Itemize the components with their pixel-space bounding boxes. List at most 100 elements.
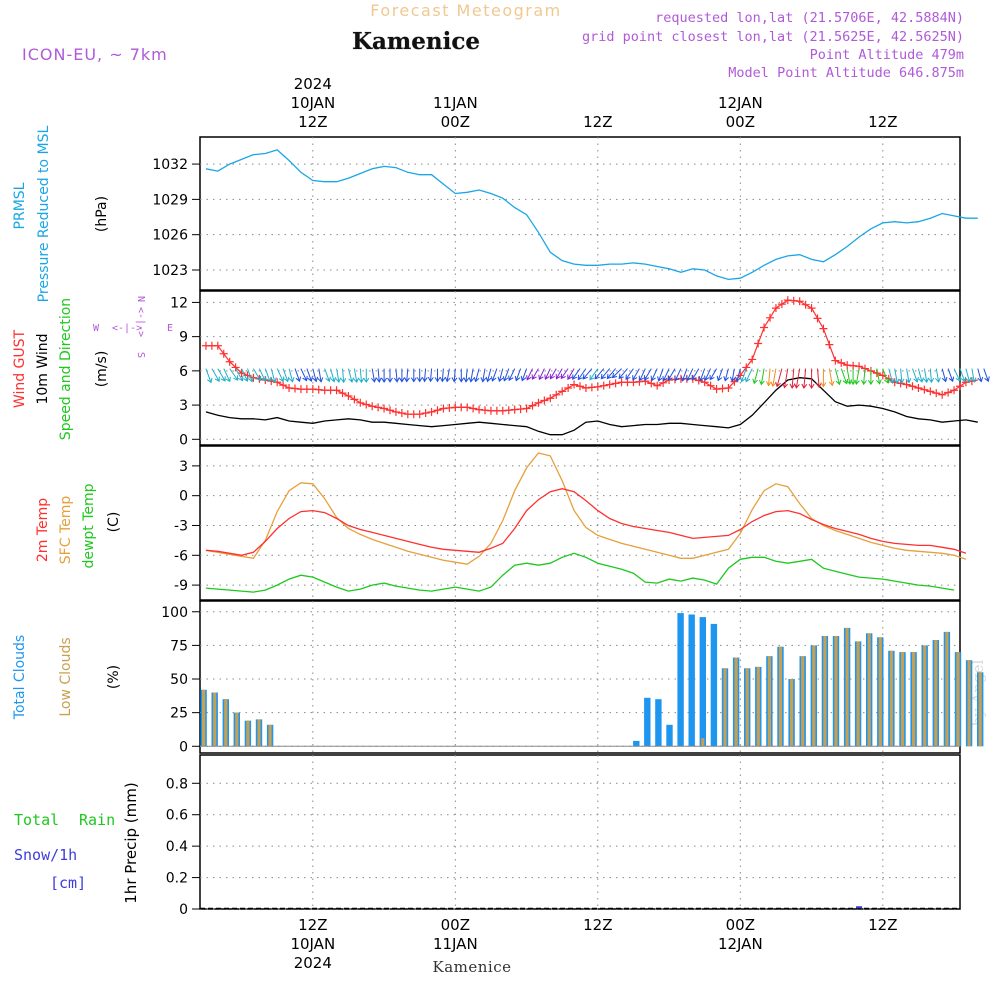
wind-arrow-icon <box>577 368 587 381</box>
pressure-ytick-label: 1026 <box>152 228 188 244</box>
wind-arrow-icon <box>410 368 417 383</box>
gust-marker <box>576 382 584 391</box>
gust-marker <box>599 381 608 390</box>
wind-arrow-icon <box>312 368 319 383</box>
pressure-ytick-label: 1029 <box>152 192 188 208</box>
wind-arrow-icon <box>850 368 857 386</box>
wind-arrow-icon <box>555 368 563 380</box>
low-cloud-bar <box>246 720 250 747</box>
gust-marker <box>427 407 436 416</box>
sfc-temp-line <box>205 452 967 565</box>
bottom-tick-label: 12Z <box>583 916 612 934</box>
compass-s: S <box>135 352 146 358</box>
wind-arrow-icon <box>928 368 935 384</box>
precip-frame <box>199 754 961 910</box>
gust-marker <box>528 401 537 410</box>
bottom-tick-label: 00Z <box>726 916 755 934</box>
wind-arrow-icon <box>300 368 308 382</box>
low-cloud-bar <box>801 656 805 747</box>
total-cloud-bar <box>633 740 640 747</box>
gust-marker <box>374 403 383 412</box>
top-tick-label: 12Z <box>868 113 897 131</box>
top-time-labels: 202410JAN12Z11JAN00Z12Z12JAN00Z12Z13JAN0… <box>290 75 897 131</box>
gridpoint-lonlat: grid point closest lon,lat (21.5625E, 42… <box>582 29 964 45</box>
gust-marker <box>380 404 389 413</box>
wind-arrow-icon <box>674 368 682 382</box>
wind-arrow-icon <box>458 368 465 383</box>
wind-arrow-icon <box>229 368 239 381</box>
footer-location: Kamenice <box>433 958 512 976</box>
low-cloud-bar <box>778 646 783 747</box>
wind-arrow-icon <box>941 368 948 383</box>
wind-arrow-icon <box>882 368 890 384</box>
temp-ytick-label: -3 <box>174 518 188 534</box>
gust-marker <box>552 390 561 399</box>
low-cloud-bar <box>834 636 838 747</box>
total-clouds-label: Total Clouds <box>12 635 28 720</box>
gust-marker <box>344 391 353 400</box>
temp-frame <box>199 445 961 601</box>
wind-arrow-icon <box>905 368 912 384</box>
low-cloud-bar <box>257 719 261 747</box>
wind-arrow-icon <box>716 368 723 382</box>
wind-arrow-icon <box>977 368 984 383</box>
precip-snow-label: Snow/1h <box>14 846 77 864</box>
wind-arrow-icon <box>416 368 423 383</box>
gust-marker <box>801 300 810 309</box>
low-cloud-bar <box>889 650 893 747</box>
pressure-ytick-label: 1032 <box>152 157 188 173</box>
wind-arrow-icon <box>520 368 528 382</box>
wind-arrow-icon <box>953 368 961 382</box>
wind-unit: (m/s) <box>94 351 110 388</box>
low-cloud-bar <box>790 679 794 747</box>
wind-arrow-icon <box>765 368 772 387</box>
wind-arrow-icon <box>439 368 446 383</box>
wind-arrow-icon <box>606 368 616 380</box>
total-cloud-bar <box>655 699 662 747</box>
total-cloud-bar <box>644 697 651 747</box>
low-cloud-bar <box>701 738 705 747</box>
clouds-ytick-label: 100 <box>161 605 188 621</box>
low-cloud-bar <box>202 689 206 747</box>
wind-arrow-icon <box>444 368 451 383</box>
wind-arrow-icon <box>282 368 290 383</box>
wind-arrow-icon <box>270 368 277 383</box>
gust-marker <box>469 404 478 413</box>
wind-gust-line <box>205 299 978 415</box>
temp-dewpt-label: dewpt Temp <box>81 483 97 568</box>
gust-marker <box>540 396 549 405</box>
gust-marker <box>611 379 620 388</box>
wind-arrow-icon <box>723 368 729 382</box>
wind-arrow-icon <box>347 368 354 383</box>
wind-arrow-icon <box>828 368 835 387</box>
precip-axis-label: 1hr Precip (mm) <box>122 782 140 903</box>
gust-marker <box>356 398 365 407</box>
compass-w: W <box>93 323 100 334</box>
low-cloud-bar <box>812 645 816 747</box>
pressure-panel: 1023 1026 1029 1032 <box>152 136 978 291</box>
gust-marker <box>831 356 840 365</box>
gust-marker <box>956 382 964 391</box>
wind-arrow-icon <box>691 368 700 381</box>
wind-arrow-icon <box>531 368 539 380</box>
wind-arrow-icon <box>770 368 777 388</box>
wind-arrow-icon <box>820 368 827 388</box>
temp-unit: (C) <box>106 512 122 533</box>
wind-arrow-icon <box>371 368 377 383</box>
precip-cm-label: [cm] <box>50 874 86 892</box>
wind-arrow-icon <box>709 368 718 381</box>
compass-e: E <box>167 323 173 334</box>
t2m-line <box>205 488 967 556</box>
wind-arrow-icon <box>735 368 741 383</box>
cloud-bars <box>200 613 984 747</box>
wind-arrow-icon <box>294 368 302 383</box>
wind-arrow-icon <box>644 368 652 381</box>
wind-10m-line <box>205 377 978 436</box>
wind-arrow-icon <box>662 368 670 382</box>
precip-ytick-label: 0.6 <box>166 808 188 824</box>
wind-arrow-icon <box>965 368 972 383</box>
bottom-tick-label: 12JAN <box>718 935 763 953</box>
gust-marker <box>807 304 816 313</box>
wind-ytick-label: 3 <box>179 398 188 414</box>
gust-marker <box>534 398 543 407</box>
